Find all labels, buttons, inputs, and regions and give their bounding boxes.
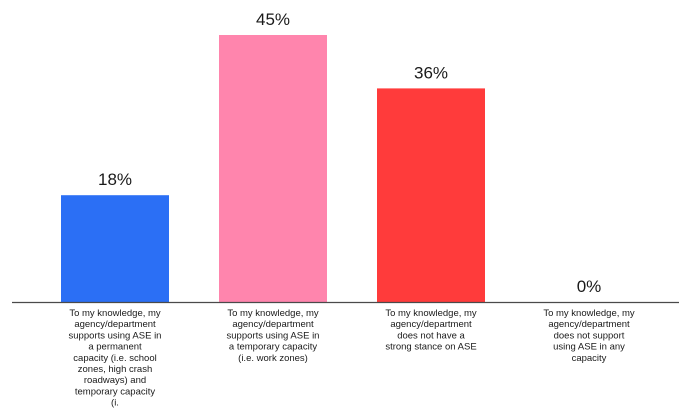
bars-group bbox=[61, 35, 485, 303]
value-label-3: 36% bbox=[414, 63, 448, 82]
value-label-1: 18% bbox=[98, 170, 132, 189]
value-labels-group: 18% 45% 36% 0% bbox=[98, 10, 601, 296]
category-label-4: To my knowledge, my agency/department does… bbox=[543, 308, 635, 364]
category-label-2: To my knowledge, my agency/department supp… bbox=[227, 308, 320, 364]
bar-1 bbox=[61, 195, 169, 302]
bar-3 bbox=[377, 88, 485, 303]
bar-2 bbox=[219, 35, 327, 302]
category-label-3: To my knowledge, my agency/department does… bbox=[385, 308, 477, 353]
value-label-4: 0% bbox=[577, 277, 602, 296]
value-label-2: 45% bbox=[256, 10, 290, 29]
category-label-1: To my knowledge, my agency/department supp… bbox=[69, 308, 162, 409]
category-labels-group: To my knowledge, my agency/department supp… bbox=[69, 308, 635, 409]
